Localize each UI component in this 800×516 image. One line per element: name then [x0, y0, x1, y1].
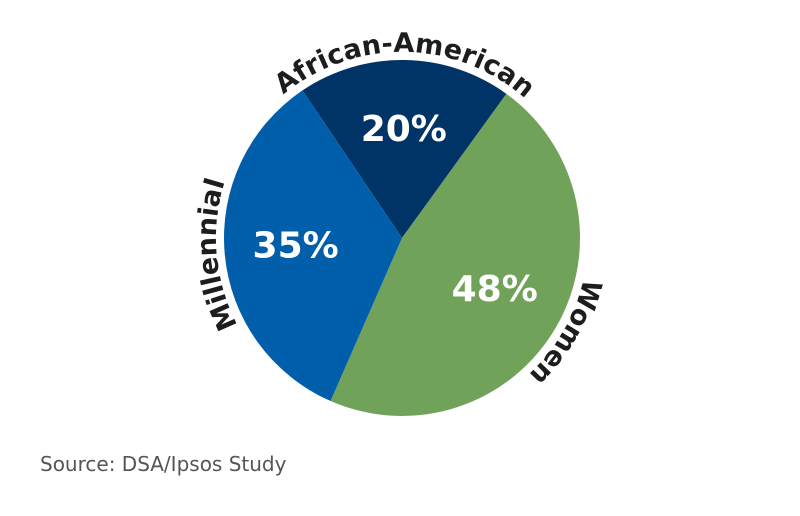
pie-slice [302, 59, 507, 238]
value-label: 35% [253, 226, 339, 267]
value-label: 48% [452, 269, 538, 310]
source-note: Source: DSA/Ipsos Study [40, 452, 287, 476]
pie-slice [223, 90, 402, 402]
value-label: 20% [361, 109, 447, 150]
pie-slice [330, 93, 581, 417]
